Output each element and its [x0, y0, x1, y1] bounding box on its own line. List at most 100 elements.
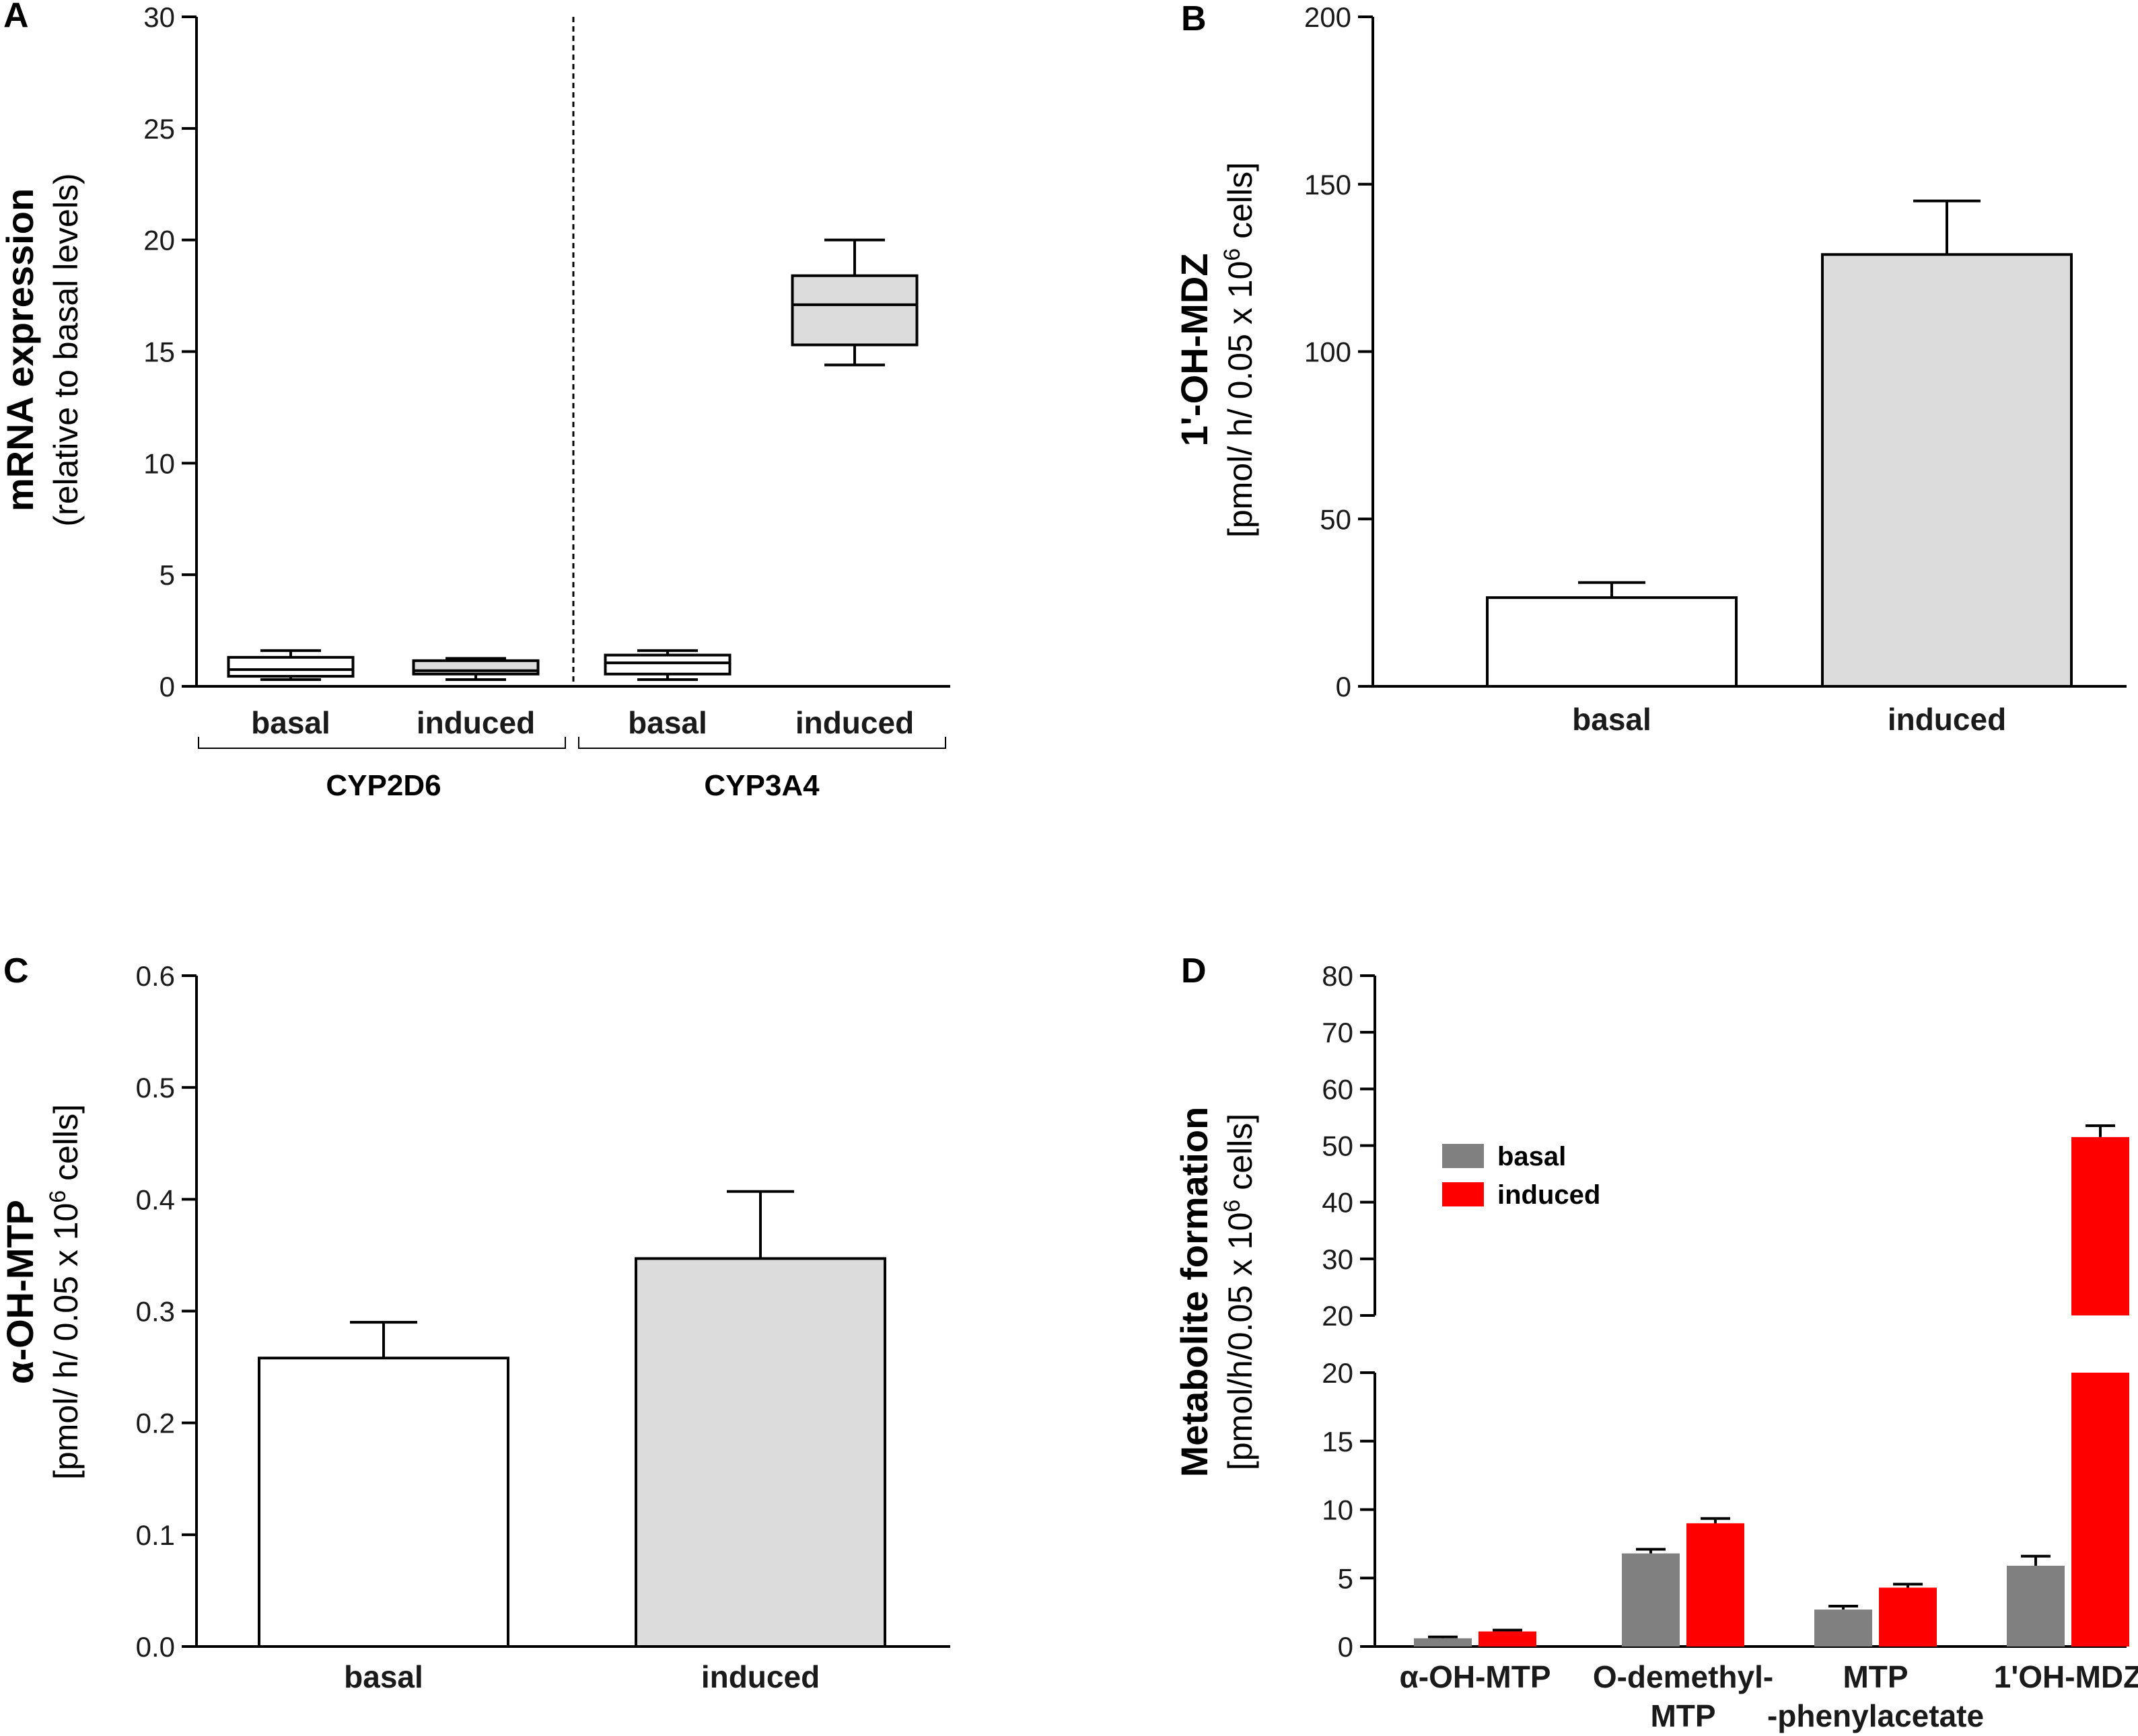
- panel-b-x-category-label: basal: [1572, 702, 1651, 737]
- panel-b-y-tick-label: 100: [1304, 336, 1351, 368]
- panel-d-metabolite-formation: D 0 5 10 15 20 20 30 40 50 60 70 80 α-OH-MTP O-demethy…: [1173, 951, 2138, 1733]
- panel-d-legend: basal induced: [1442, 1142, 1600, 1210]
- panel-d-bar-induced: [1879, 1587, 1937, 1647]
- panel-c-y-tick-label: 0.5: [136, 1072, 175, 1104]
- panel-d-y-title-line1: Metabolite formation: [1173, 1107, 1215, 1478]
- panel-d-bar-induced: [1686, 1523, 1744, 1647]
- panel-b-y-title-tail: cells]: [1221, 162, 1259, 248]
- panel-b-y-tick-label: 50: [1320, 503, 1351, 535]
- panel-a-box-1: [227, 649, 355, 682]
- panel-d-bar-induced: [1478, 1631, 1536, 1647]
- panel-b-y-title-line2: [pmol/ h/ 0.05 x 106 cells]: [1219, 162, 1259, 538]
- panel-d-upper-y-tick-label: 70: [1322, 1017, 1353, 1048]
- panel-d-upper-y-tick-label: 30: [1322, 1243, 1353, 1275]
- panel-b-y-title-line1: 1'-OH-MDZ: [1173, 253, 1215, 446]
- panel-b-y-tick-label: 200: [1304, 1, 1351, 33]
- panel-b-bar-induced: [1821, 253, 2073, 688]
- panel-c-bar-induced: [635, 1257, 886, 1648]
- panel-a-x-category-label: basal: [251, 705, 330, 740]
- panel-d-upper-y-tick-label: 50: [1322, 1130, 1353, 1162]
- panel-c-y-tick-label: 0.4: [136, 1184, 175, 1215]
- panel-d-lower-y-tick-label: 20: [1322, 1357, 1353, 1389]
- panel-d-y-title-tail: cells]: [1221, 1114, 1259, 1200]
- panel-c-y-title-line1: α-OH-MTP: [0, 1200, 41, 1384]
- panel-d-y-title-sup: 6: [1219, 1200, 1245, 1213]
- panel-c-y-tick-label: 0.2: [136, 1408, 175, 1439]
- panel-a-x-category-label: induced: [795, 705, 914, 740]
- panel-b-y-title: 1'-OH-MDZ [pmol/ h/ 0.05 x 106 cells]: [1173, 162, 1259, 538]
- panel-b-label: B: [1181, 0, 1207, 38]
- panel-d-legend-label-basal: basal: [1497, 1142, 1566, 1171]
- panel-d-y-title: Metabolite formation [pmol/h/0.05 x 106 c…: [1173, 1107, 1259, 1478]
- panel-c-label: C: [3, 951, 29, 990]
- panel-a-label: A: [3, 0, 29, 35]
- panel-d-y-title-line2: [pmol/h/0.05 x 106 cells]: [1219, 1114, 1259, 1470]
- panel-a-y-tick-label: 0: [159, 671, 175, 702]
- panel-c-x-category-label: basal: [344, 1659, 423, 1694]
- panel-d-y-title-units: [pmol/h/0.05 x 10: [1221, 1213, 1259, 1471]
- panel-d-x-category-label-line2: MTP: [1650, 1698, 1715, 1733]
- panel-c-y-tick-label: 0.3: [136, 1296, 175, 1328]
- panel-d-upper-y-tick-label: 80: [1322, 960, 1353, 992]
- panel-c-y-tick-label: 0.1: [136, 1519, 175, 1551]
- panel-b-y-tick-label: 150: [1304, 169, 1351, 201]
- panel-b-y-title-units: [pmol/ h/ 0.05 x 10: [1221, 261, 1259, 538]
- panel-d-bar-basal: [2007, 1565, 2065, 1647]
- panel-d-x-category-label: O-demethyl-: [1593, 1659, 1773, 1694]
- panel-d-x-category-label: 1'OH-MDZ: [1994, 1659, 2138, 1694]
- panel-d-lower-y-tick-label: 10: [1322, 1494, 1353, 1526]
- panel-b-y-title-sup: 6: [1219, 248, 1245, 261]
- panel-a-y-tick-label: 30: [143, 1, 175, 33]
- panel-a-box-3: [604, 649, 732, 682]
- panel-b-bar-basal: [1486, 596, 1738, 688]
- panel-d-x-category-label-line2: -phenylacetate: [1767, 1698, 1984, 1733]
- panel-d-lower-y-tick-label: 15: [1322, 1426, 1353, 1457]
- panel-d-bar-induced-lower: [2071, 1373, 2129, 1647]
- panel-a-box-iqr: [791, 274, 919, 347]
- panel-d-bar-basal: [1814, 1610, 1872, 1647]
- panel-d-lower-y-tick-label: 0: [1338, 1631, 1353, 1663]
- panel-c-y-title-units: [pmol/ h/ 0.05 x 10: [47, 1203, 85, 1480]
- panel-c-y-title-sup: 6: [45, 1190, 71, 1203]
- panel-c-bar-basal: [258, 1357, 509, 1649]
- panel-a-y-tick-label: 20: [143, 225, 175, 256]
- panel-b-x-category-label: induced: [1888, 702, 2006, 737]
- panel-a-box-4: [791, 238, 919, 367]
- panel-b-1oh-mdz: B 0 50 100 150 200 basal induced 1'-OH-MDZ [pmol/…: [1173, 0, 2127, 737]
- panel-c-y-tick-label: 0.6: [136, 960, 175, 992]
- panel-d-legend-label-induced: induced: [1497, 1180, 1600, 1210]
- panel-a-box-iqr: [604, 653, 732, 676]
- panel-d-x-category-label: MTP: [1843, 1659, 1908, 1694]
- panel-a-y-title-line1: mRNA expression: [0, 188, 41, 511]
- panel-a-y-title: mRNA expression (relative to basal levels…: [0, 173, 85, 526]
- panel-d-bar-induced-upper: [2071, 1136, 2129, 1315]
- panel-c-y-title-line2: [pmol/ h/ 0.05 x 106 cells]: [45, 1104, 85, 1480]
- panel-a-box-iqr: [227, 655, 355, 678]
- panel-d-legend-swatch-basal: [1442, 1144, 1484, 1168]
- panel-a-group-bracket: [578, 737, 946, 749]
- panel-a-box-2: [412, 657, 540, 682]
- panel-c-y-title: α-OH-MTP [pmol/ h/ 0.05 x 106 cells]: [0, 1104, 85, 1480]
- panel-a-y-tick-label: 15: [143, 336, 175, 368]
- panel-a-x-category-label: induced: [417, 705, 535, 740]
- panel-c-y-tick-label: 0.0: [136, 1631, 175, 1663]
- panel-d-label: D: [1181, 951, 1207, 990]
- panel-a-group-label: CYP3A4: [704, 769, 820, 802]
- panel-a-x-category-label: basal: [628, 705, 707, 740]
- panel-d-x-category-label: α-OH-MTP: [1399, 1659, 1551, 1694]
- panel-a-mrna-expression: A 0 5 10 15 20 25 30 basal induced basal induced CYP…: [0, 0, 950, 802]
- panel-b-y-tick-label: 0: [1336, 671, 1351, 702]
- panel-d-upper-y-tick-label: 60: [1322, 1073, 1353, 1105]
- panel-c-alpha-oh-mtp: C 0.0 0.1 0.2 0.3 0.4 0.5 0.6 basal induced α-OH-M…: [0, 951, 950, 1694]
- panel-d-upper-y-tick-label: 40: [1322, 1187, 1353, 1219]
- panel-d-lower-y-tick-label: 5: [1338, 1562, 1353, 1594]
- panel-d-upper-y-tick-label: 20: [1322, 1300, 1353, 1332]
- panel-c-y-title-tail: cells]: [47, 1104, 85, 1190]
- panel-a-y-tick-label: 5: [159, 559, 175, 591]
- panel-d-bar-basal: [1622, 1553, 1680, 1647]
- panel-a-y-tick-label: 10: [143, 447, 175, 479]
- panel-d-bar-basal: [1414, 1638, 1472, 1647]
- panel-c-x-category-label: induced: [701, 1659, 820, 1694]
- panel-a-y-title-line2: (relative to basal levels): [47, 173, 85, 526]
